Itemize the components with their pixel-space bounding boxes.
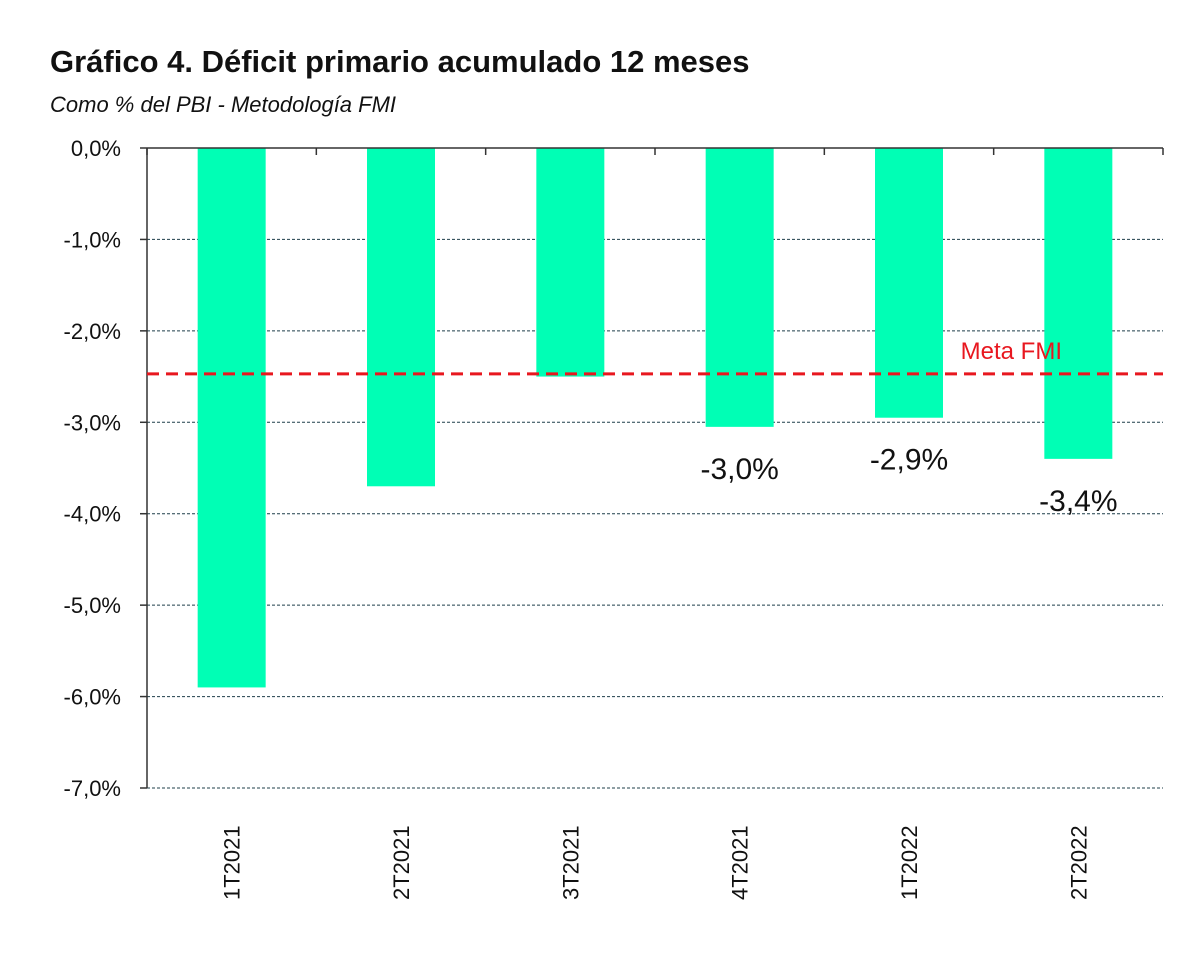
bar xyxy=(875,148,943,418)
data-label: -2,9% xyxy=(870,444,948,477)
x-category-label: 2T2022 xyxy=(1066,825,1091,900)
reference-line-label: Meta FMI xyxy=(961,338,1062,365)
data-label: -3,0% xyxy=(700,453,778,486)
x-category-label: 4T2021 xyxy=(728,825,753,900)
y-tick-label: -1,0% xyxy=(64,227,121,252)
bar xyxy=(536,148,605,377)
bar xyxy=(1044,148,1113,459)
y-tick-label: -7,0% xyxy=(64,776,121,801)
y-tick-label: 0,0% xyxy=(71,136,121,161)
axes xyxy=(140,147,1164,789)
bar xyxy=(705,148,774,427)
bar xyxy=(197,148,266,688)
y-tick-label: -6,0% xyxy=(64,685,121,710)
labels: 0,0% -1,0% -2,0% -3,0% -4,0% -5,0% -6,0% -7,0% 1… xyxy=(64,136,1118,900)
x-category-label: 1T2022 xyxy=(897,825,922,900)
y-tick-label: -3,0% xyxy=(64,410,121,435)
chart-title: Gráfico 4. Déficit primario acumulado 12… xyxy=(50,44,750,79)
reference-line-group: Meta FMI xyxy=(147,338,1163,376)
bar xyxy=(367,148,435,487)
y-tick-label: -4,0% xyxy=(64,502,121,527)
bars xyxy=(197,148,1113,688)
chart-subtitle: Como % del PBI - Metodología FMI xyxy=(50,92,397,117)
x-category-label: 3T2021 xyxy=(558,825,583,900)
x-category-label: 1T2021 xyxy=(220,825,245,900)
gridlines xyxy=(147,238,1163,789)
x-category-label: 2T2021 xyxy=(389,825,414,900)
y-tick-label: -2,0% xyxy=(64,319,121,344)
data-label: -3,4% xyxy=(1039,485,1117,518)
y-tick-label: -5,0% xyxy=(64,593,121,618)
